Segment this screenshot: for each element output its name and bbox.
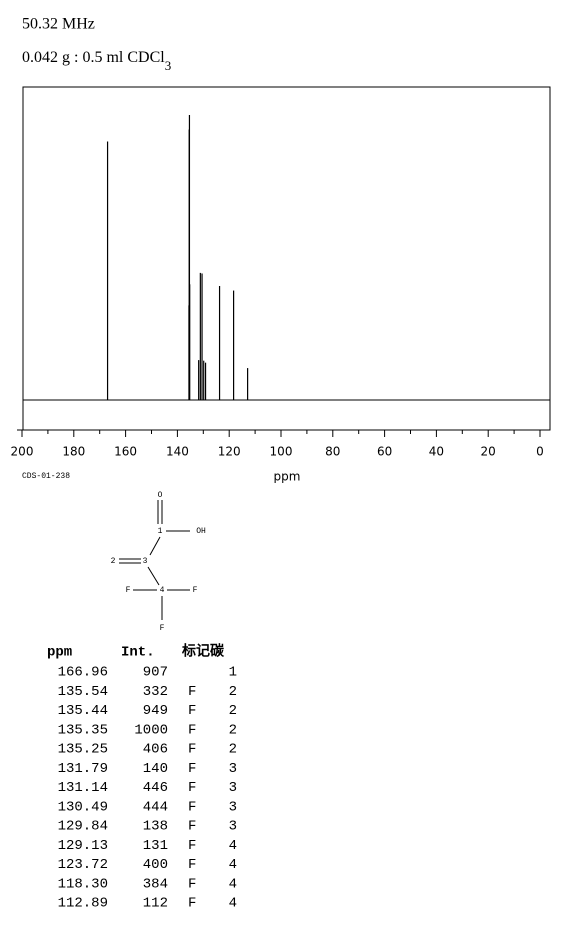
cell-ppm: 123.72 xyxy=(58,857,108,873)
cell-int: 140 xyxy=(143,761,168,777)
cell-assign: 3 xyxy=(229,780,237,796)
x-tick-label: 140 xyxy=(166,445,189,459)
x-tick-label: 20 xyxy=(481,445,496,459)
cell-int: 131 xyxy=(143,838,168,854)
cell-ppm: 130.49 xyxy=(58,799,108,815)
atom-label: F xyxy=(160,624,165,633)
cell-ppm: 131.79 xyxy=(58,761,108,777)
cell-assign: 4 xyxy=(229,876,237,892)
x-tick-label: 200 xyxy=(11,445,34,459)
cell-ppm: 166.96 xyxy=(58,665,108,681)
cell-int: 400 xyxy=(143,857,168,873)
atom-label: 3 xyxy=(143,557,148,566)
cell-assign: 3 xyxy=(229,761,237,777)
cell-assign: 4 xyxy=(229,857,237,873)
cell-int: 907 xyxy=(143,665,168,681)
cell-mult: F xyxy=(188,780,196,796)
cell-ppm: 135.25 xyxy=(58,742,108,758)
cell-ppm: 129.84 xyxy=(58,819,108,835)
x-tick-label: 0 xyxy=(536,445,544,459)
cell-assign: 4 xyxy=(229,838,237,854)
atom-label: 4 xyxy=(160,586,165,595)
cell-assign: 3 xyxy=(229,819,237,835)
cell-assign: 1 xyxy=(229,665,237,681)
cell-int: 444 xyxy=(143,799,168,815)
cell-int: 446 xyxy=(143,780,168,796)
atom-label: O xyxy=(158,491,163,500)
cell-assign: 2 xyxy=(229,742,237,758)
atom-label: 2 xyxy=(111,557,116,566)
cell-mult: F xyxy=(188,761,196,777)
cell-mult: F xyxy=(188,838,196,854)
cell-assign: 3 xyxy=(229,799,237,815)
table-header: ppm xyxy=(47,645,72,661)
cell-assign: 2 xyxy=(229,684,237,700)
cell-mult: F xyxy=(188,857,196,873)
x-tick-label: 80 xyxy=(325,445,340,459)
atom-label: F xyxy=(193,586,198,595)
cell-mult: F xyxy=(188,799,196,815)
atom-label: OH xyxy=(196,527,206,536)
x-tick-label: 100 xyxy=(270,445,293,459)
table-header: 标记碳 xyxy=(181,643,225,661)
x-tick-label: 180 xyxy=(62,445,85,459)
cell-int: 406 xyxy=(143,742,168,758)
solution: 0.042 g : 0.5 ml CDCl3 xyxy=(22,49,171,73)
table-header: Int. xyxy=(121,645,155,661)
cell-assign: 2 xyxy=(229,722,237,738)
x-tick-label: 60 xyxy=(377,445,392,459)
cell-mult: F xyxy=(188,684,196,700)
structure-bonds xyxy=(119,500,190,620)
cell-int: 384 xyxy=(143,876,168,892)
cell-int: 332 xyxy=(143,684,168,700)
cell-mult: F xyxy=(188,703,196,719)
atom-label: 1 xyxy=(158,527,163,536)
cell-assign: 4 xyxy=(229,896,237,912)
solution-text: 0.042 g : 0.5 ml CDCl xyxy=(22,49,165,66)
cell-mult: F xyxy=(188,896,196,912)
cell-mult: F xyxy=(188,722,196,738)
x-tick-label: 120 xyxy=(218,445,241,459)
cell-ppm: 131.14 xyxy=(58,780,108,796)
cell-int: 138 xyxy=(143,819,168,835)
x-tick-label: 160 xyxy=(114,445,137,459)
cell-ppm: 129.13 xyxy=(58,838,108,854)
cell-ppm: 135.44 xyxy=(58,703,108,719)
cell-mult: F xyxy=(188,742,196,758)
plot-frame xyxy=(22,86,551,431)
cell-int: 112 xyxy=(143,896,168,912)
code: CDS-01-238 xyxy=(22,472,70,481)
atom-label: F xyxy=(126,586,131,595)
cell-ppm: 135.54 xyxy=(58,684,108,700)
cell-ppm: 135.35 xyxy=(58,722,108,738)
solution-subscript: 3 xyxy=(165,58,172,73)
cell-mult: F xyxy=(188,819,196,835)
x-axis-label: ppm xyxy=(274,470,301,484)
frequency: 50.32 MHz xyxy=(22,16,95,33)
cell-ppm: 112.89 xyxy=(58,896,108,912)
cell-assign: 2 xyxy=(229,703,237,719)
x-tick-label: 40 xyxy=(429,445,444,459)
cell-ppm: 118.30 xyxy=(58,876,108,892)
cell-mult: F xyxy=(188,876,196,892)
cell-int: 1000 xyxy=(134,722,168,738)
cell-int: 949 xyxy=(143,703,168,719)
